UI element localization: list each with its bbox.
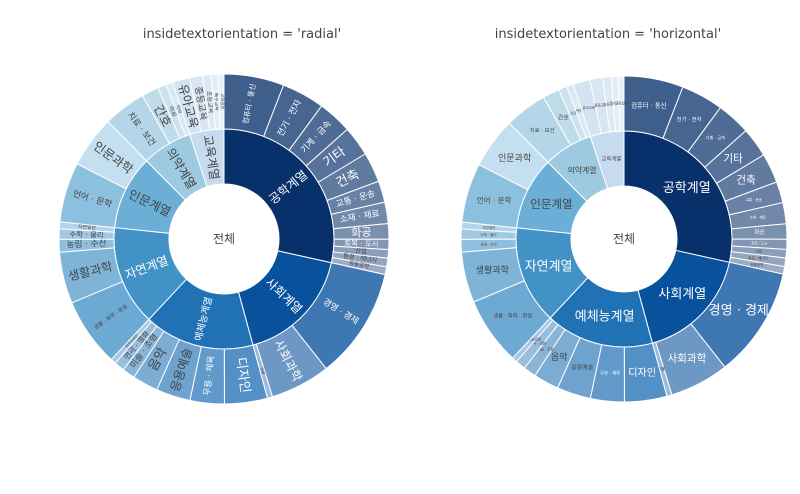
label-공학계열-토목-도시: 토목 · 도시 — [344, 238, 379, 248]
label-의약계열: 의약계열 — [568, 165, 597, 175]
label-교육계열-중등교육: 중등교육 — [594, 103, 608, 107]
label-예체능계열-음악: 음악 — [551, 351, 568, 363]
root-segment[interactable] — [571, 186, 677, 292]
label-교육계열-초등교육: 초등교육 — [205, 91, 214, 115]
label-사회계열-경영-경제: 경영 · 경제 — [709, 304, 769, 319]
label-예체능계열-무용-체육: 무용 · 체육 — [600, 369, 620, 376]
label-공학계열-컴퓨터-통신: 컴퓨터 · 통신 — [631, 100, 666, 109]
label-자연계열-농림-수산: 농림 · 수산 — [481, 242, 498, 247]
label-교육계열: 교육계열 — [601, 155, 621, 163]
label-공학계열-화공: 화공 — [351, 226, 372, 240]
label-의약계열-치료-보건: 치료 · 보건 — [530, 126, 555, 134]
root-label: 전체 — [613, 232, 635, 246]
label-인문계열-인문과학: 인문과학 — [498, 153, 532, 164]
label-인문계열-언어-문학: 언어 · 문학 — [477, 195, 512, 205]
label-공학계열-기계-금속: 기계 · 금속 — [705, 134, 725, 141]
label-의약계열-의료: 의료 — [570, 110, 577, 115]
segment-교육계열-교육일반[interactable] — [217, 73, 225, 130]
label-공학계열-응용공학: 응용공학 — [751, 262, 765, 267]
label-교육계열-교육일반: 교육일반 — [219, 94, 226, 110]
label-자연계열-수학-물리: 수학 · 물리 — [69, 230, 104, 240]
label-의약계열-약학: 약학 — [576, 108, 583, 113]
label-공학계열: 공학계열 — [663, 181, 711, 196]
label-예체능계열-연극-영화: 연극 · 영화 — [530, 341, 547, 346]
label-사회계열: 사회계열 — [658, 287, 706, 302]
label-사회계열-법률: 법률 — [259, 367, 266, 375]
label-공학계열-산업: 산업 — [355, 247, 367, 256]
label-자연계열-농림-수산: 농림 · 수산 — [66, 237, 107, 251]
root-segment[interactable] — [169, 184, 279, 294]
label-공학계열-기타: 기타 — [723, 152, 743, 165]
label-공학계열-화공: 화공 — [754, 229, 764, 236]
label-공학계열-교통-운송: 교통 · 운송 — [746, 197, 763, 202]
label-의약계열-의료: 의료 — [167, 105, 179, 119]
label-사회계열-사회과학: 사회과학 — [667, 353, 706, 365]
root-label: 전체 — [213, 232, 235, 246]
label-의약계열-간호: 간호 — [558, 113, 570, 121]
panel-title-radial: insidetextorientation = 'radial' — [143, 27, 341, 42]
label-의약계열-약학: 약학 — [174, 104, 184, 115]
label-교육계열-특수교육: 특수교육 — [213, 93, 220, 112]
label-자연계열: 자연계열 — [525, 260, 573, 275]
label-공학계열-토목-도시: 토목 · 도시 — [751, 240, 767, 245]
label-교육계열-초등교육: 초등교육 — [603, 102, 617, 106]
label-교육계열-교육일반: 교육일반 — [615, 101, 629, 106]
label-공학계열-소재-재료: 소재 · 재료 — [750, 214, 767, 219]
label-공학계열-산업: 산업 — [756, 248, 762, 253]
label-예체능계열-미술-조형: 미술 · 조형 — [537, 347, 553, 352]
label-사회계열-법률: 법률 — [659, 366, 666, 371]
label-자연계열-생물-화학-환경: 생물 · 화학 · 환경 — [494, 311, 533, 319]
label-예체능계열-예체능일반: 예체능일반 — [525, 336, 542, 341]
label-예체능계열: 예체능계열 — [575, 310, 635, 325]
label-자연계열-자연일반: 자연일반 — [483, 225, 497, 230]
label-예체능계열-무용-체육: 무용 · 체육 — [202, 355, 217, 396]
label-공학계열-건축: 건축 — [736, 174, 756, 187]
label-예체능계열-디자인: 디자인 — [628, 367, 656, 379]
label-공학계열-전기-전자: 전기 · 전자 — [677, 115, 702, 123]
label-자연계열-자연일반: 자연일반 — [78, 223, 97, 232]
panel-title-horizontal: insidetextorientation = 'horizontal' — [495, 27, 721, 42]
label-자연계열-수학-물리: 수학 · 물리 — [480, 232, 496, 237]
label-공학계열-응용공학: 응용공학 — [348, 259, 370, 271]
label-교육계열-유아교육: 유아교육 — [582, 105, 596, 110]
label-예체능계열-응용예술: 응용예술 — [571, 363, 594, 371]
label-인문계열: 인문계열 — [530, 197, 572, 211]
label-예체능계열-디자인: 디자인 — [233, 356, 253, 394]
label-자연계열-생활과학: 생활과학 — [476, 264, 510, 276]
segment-교육계열-교육일반[interactable] — [617, 75, 625, 132]
label-교육계열-특수교육: 특수교육 — [610, 101, 624, 106]
label-공학계열-환경-에너지: 환경 · 에너지 — [748, 255, 767, 260]
